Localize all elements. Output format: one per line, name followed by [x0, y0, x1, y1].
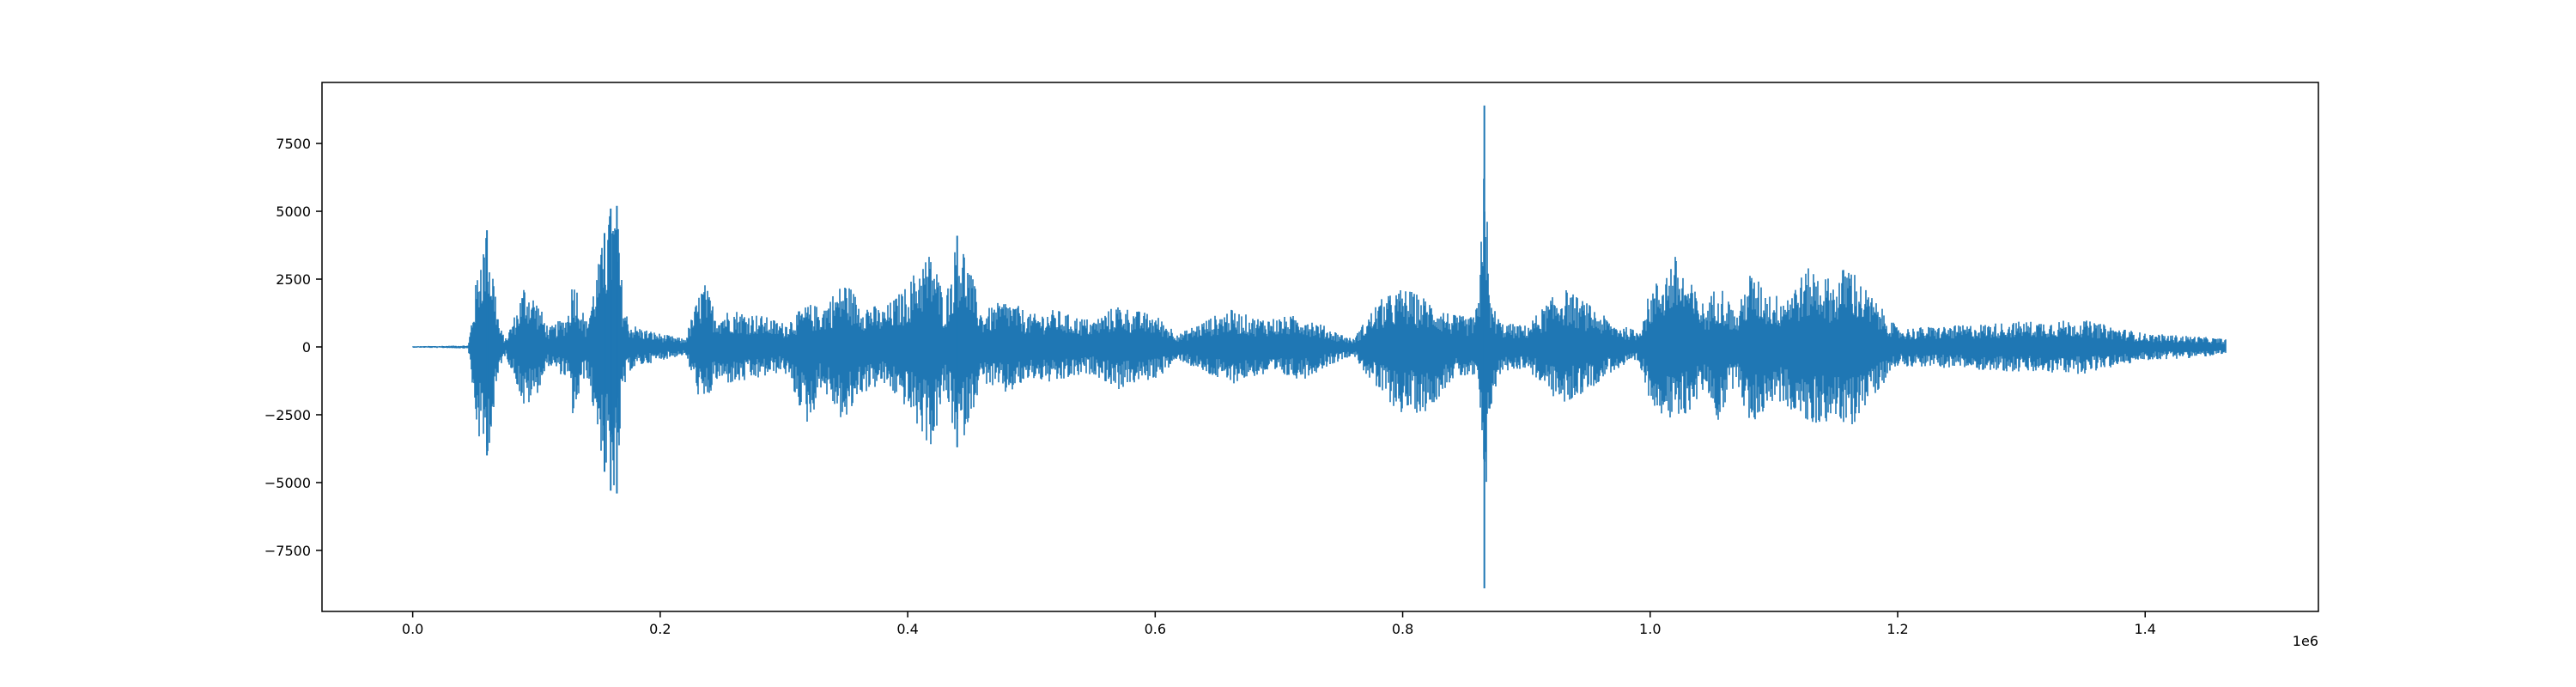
y-tick-label: 2500	[276, 271, 311, 288]
x-axis: 0.0 0.2 0.4 0.6 0.8 1.0 1.2 1.4	[402, 611, 2156, 637]
x-tick-label: 0.8	[1392, 621, 1413, 637]
x-tick-label: 0.0	[402, 621, 423, 637]
x-offset-label: 1e6	[2293, 633, 2318, 649]
y-tick-label: 5000	[276, 204, 311, 220]
y-tick-label: −2500	[264, 407, 311, 423]
x-tick-label: 0.4	[896, 621, 918, 637]
waveform-series	[412, 105, 2227, 589]
x-tick-label: 1.2	[1886, 621, 1908, 637]
waveform-line	[412, 179, 2227, 486]
y-tick-label: −7500	[264, 543, 311, 559]
x-tick-label: 0.6	[1145, 621, 1166, 637]
y-tick-label: 0	[302, 339, 311, 356]
plot-area	[321, 82, 2319, 612]
y-tick-label: −5000	[264, 475, 311, 491]
x-tick-label: 0.2	[649, 621, 671, 637]
y-tick-label: 7500	[276, 136, 311, 152]
x-tick-label: 1.0	[1639, 621, 1661, 637]
x-tick-label: 1.4	[2135, 621, 2156, 637]
y-axis: −7500 −5000 −2500 0 2500 5000 7500	[264, 136, 322, 559]
